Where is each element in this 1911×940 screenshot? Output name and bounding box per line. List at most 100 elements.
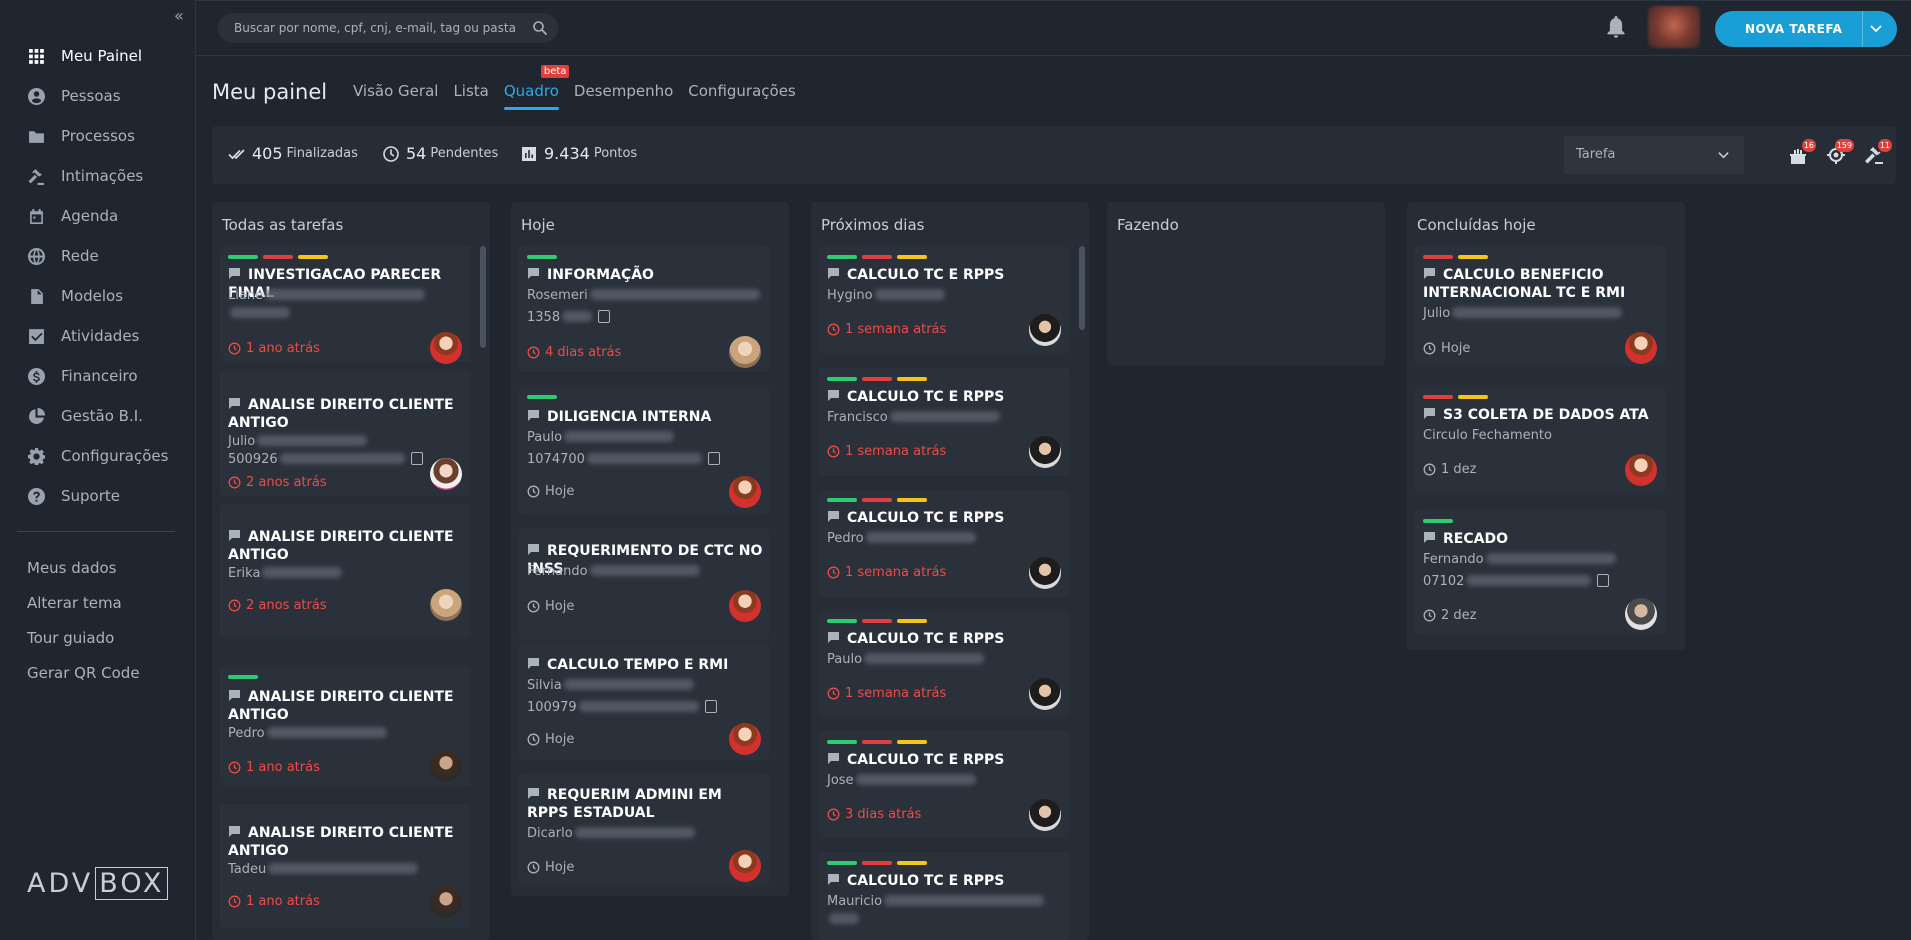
task-title: ANALISE DIREITO CLIENTE ANTIGO [228, 396, 466, 432]
assignee-avatar[interactable] [1625, 454, 1657, 486]
redacted-text [564, 431, 675, 442]
task-card[interactable]: ANALISE DIREITO CLIENTE ANTIGO Julio 500… [220, 370, 470, 496]
task-due-text: Hoje [545, 484, 575, 499]
sidebar-item-financeiro[interactable]: Financeiro [0, 356, 196, 396]
assignee-avatar[interactable] [430, 458, 462, 490]
task-due-text: 1 semana atrás [845, 686, 947, 701]
task-due-text: 1 ano atrás [246, 894, 320, 909]
task-card[interactable]: REQUERIMENTO DE CTC NO INSS Fernando Hoj… [519, 528, 769, 640]
copy-icon[interactable] [410, 452, 423, 465]
task-card[interactable]: ANALISE DIREITO CLIENTE ANTIGO Pedro 1 a… [220, 666, 470, 786]
comment-icon [528, 658, 539, 669]
sidebar-item-intimacoes[interactable]: Intimações [0, 156, 196, 196]
task-title: CALCULO TC E RPPS [827, 388, 1065, 406]
task-title: CALCULO TC E RPPS [827, 751, 1065, 769]
assignee-avatar[interactable] [1029, 678, 1061, 710]
task-person-name: Circulo Fechamento [1423, 428, 1552, 443]
assignee-avatar[interactable] [729, 723, 761, 755]
new-task-button[interactable]: NOVA TAREFA [1715, 11, 1897, 47]
copy-icon[interactable] [598, 310, 611, 323]
task-person: Paulo [527, 430, 675, 445]
task-card[interactable]: RECADO Fernando 07102 2 dez [1415, 510, 1665, 634]
assignee-avatar[interactable] [1029, 557, 1061, 589]
tab-quadro[interactable]: Quadro beta [503, 65, 570, 110]
assignee-avatar[interactable] [729, 476, 761, 508]
task-type-select[interactable]: Tarefa [1564, 136, 1744, 174]
task-card[interactable]: ANALISE DIREITO CLIENTE ANTIGO Erika 2 a… [220, 504, 470, 638]
copy-icon[interactable] [704, 700, 717, 713]
clock-icon [827, 445, 840, 458]
sidebar-item-pessoas[interactable]: Pessoas [0, 76, 196, 116]
redacted-text [889, 411, 1000, 422]
user-avatar[interactable] [1648, 6, 1700, 48]
search-icon[interactable] [532, 20, 548, 36]
sidebar-item-suporte[interactable]: Suporte [0, 476, 196, 516]
chevron-down-icon [1718, 152, 1729, 159]
sidebar-item-rede[interactable]: Rede [0, 236, 196, 276]
task-code: 1074700 [527, 452, 720, 467]
assignee-avatar[interactable] [430, 332, 462, 364]
sidebar-link-alterar-tema[interactable]: Alterar tema [27, 594, 122, 612]
task-card[interactable]: CALCULO BENEFICIO INTERNACIONAL TC E RMI… [1415, 246, 1665, 366]
copy-icon[interactable] [1597, 574, 1610, 587]
assignee-avatar[interactable] [729, 590, 761, 622]
assignee-avatar[interactable] [1029, 314, 1061, 346]
task-card[interactable]: DILIGENCIA INTERNA Paulo 1074700 Hoje [519, 386, 769, 514]
search-input[interactable] [234, 21, 519, 35]
sidebar-item-configuracoes[interactable]: Configurações [0, 436, 196, 476]
sidebar-item-processos[interactable]: Processos [0, 116, 196, 156]
task-card[interactable]: CALCULO TC E RPPS Hygino 1 semana atrás [819, 246, 1069, 354]
task-card[interactable]: CALCULO TC E RPPS Pedro 1 semana atrás [819, 489, 1069, 597]
assignee-avatar[interactable] [430, 886, 462, 918]
tab-desempenho[interactable]: Desempenho [573, 82, 674, 100]
column-scrollbar[interactable] [480, 246, 486, 348]
task-due-text: Hoje [545, 599, 575, 614]
task-card[interactable]: CALCULO TC E RPPS Paulo 1 semana atrás [819, 610, 1069, 718]
redacted-text [864, 653, 985, 664]
column-scrollbar[interactable] [1079, 246, 1085, 330]
comment-icon [828, 390, 839, 401]
task-card[interactable]: CALCULO TEMPO E RMI Silvia 100979 Hoje [519, 642, 769, 760]
intimations-button[interactable]: 11 [1864, 139, 1892, 167]
task-due: 1 ano atrás [228, 894, 320, 909]
sidebar-item-modelos[interactable]: Modelos [0, 276, 196, 316]
task-card[interactable]: ANALISE DIREITO CLIENTE ANTIGO Tadeu 1 a… [220, 804, 470, 928]
sidebar-item-agenda[interactable]: Agenda [0, 196, 196, 236]
birthday-cake-button[interactable]: 16 [1788, 139, 1816, 167]
assignee-avatar[interactable] [430, 750, 462, 782]
notification-bell-icon[interactable] [1606, 16, 1626, 38]
tab-configuracoes[interactable]: Configurações [688, 82, 796, 100]
assignee-avatar[interactable] [1029, 436, 1061, 468]
task-card[interactable]: INFORMAÇÃO Rosemeri 1358 4 dias atrás [519, 246, 769, 372]
task-card[interactable]: S3 COLETA DE DADOS ATA Circulo Fechament… [1415, 386, 1665, 494]
sidebar-item-atividades[interactable]: Atividades [0, 316, 196, 356]
task-card[interactable]: CALCULO TC E RPPS Jose 3 dias atrás [819, 731, 1069, 839]
collapse-sidebar-icon[interactable]: « [174, 6, 184, 25]
task-person-name: Fernando [1423, 552, 1484, 567]
sidebar-link-meus-dados[interactable]: Meus dados [27, 559, 117, 577]
copy-icon[interactable] [707, 452, 720, 465]
assignee-avatar[interactable] [430, 589, 462, 621]
chevron-down-icon[interactable] [1869, 21, 1883, 35]
assignee-avatar[interactable] [729, 850, 761, 882]
sidebar-link-gerar-qr-code[interactable]: Gerar QR Code [27, 664, 140, 682]
assignee-avatar[interactable] [1625, 332, 1657, 364]
assignee-avatar[interactable] [1029, 799, 1061, 831]
tab-lista[interactable]: Lista [453, 82, 489, 100]
sidebar-item-gestao-bi[interactable]: Gestão B.I. [0, 396, 196, 436]
task-card[interactable]: CALCULO TC E RPPS Francisco 1 semana atr… [819, 368, 1069, 476]
sidebar-link-tour-guiado[interactable]: Tour guiado [27, 629, 115, 647]
task-card[interactable]: CALCULO TC E RPPS Mauricio [819, 852, 1069, 940]
task-card[interactable]: REQUERIM ADMINI EM RPPS ESTADUAL Dicarlo… [519, 774, 769, 886]
sidebar-item-meu-painel[interactable]: Meu Painel [0, 36, 196, 76]
location-button[interactable]: 159 [1826, 139, 1854, 167]
column-title: Todas as tarefas [222, 216, 344, 234]
new-task-label: NOVA TAREFA [1745, 22, 1843, 36]
task-title-text: ANALISE DIREITO CLIENTE ANTIGO [228, 689, 454, 723]
assignee-avatar[interactable] [1625, 598, 1657, 630]
tab-visao-geral[interactable]: Visão Geral [353, 82, 439, 100]
task-title-text: CALCULO TC E RPPS [847, 752, 1005, 768]
assignee-avatar[interactable] [729, 336, 761, 368]
task-title: ANALISE DIREITO CLIENTE ANTIGO [228, 528, 466, 564]
task-card[interactable]: INVESTIGACAO PARECER FINAL Liane 1 ano a… [220, 246, 470, 364]
